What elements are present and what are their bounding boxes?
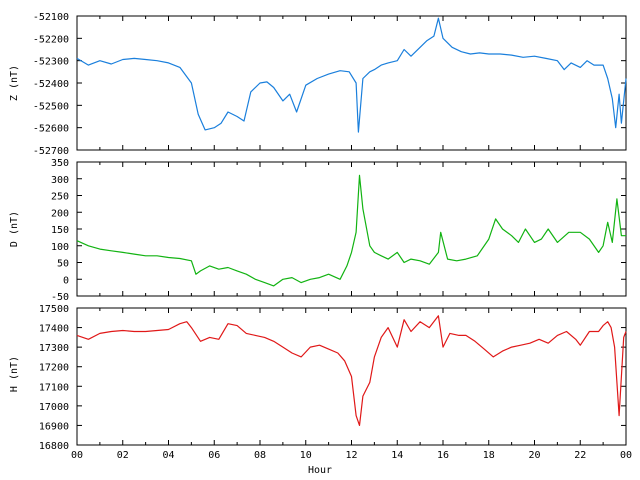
panel-d: D (nT) 350 300 250 200 150 100 50 0 -50 <box>9 158 627 303</box>
x-tick-label: 00 <box>620 450 632 461</box>
y-tick-label-d: 300 <box>51 175 69 186</box>
y-tick-label-z: -52500 <box>33 101 69 112</box>
y-tick-label-z: -52300 <box>33 57 69 68</box>
y-tick-label-d: -50 <box>51 292 69 303</box>
y-tick-label-z: -52700 <box>33 146 69 157</box>
y-tick-label-z: -52200 <box>33 34 69 45</box>
h-axis-title: H (nT) <box>9 356 20 392</box>
x-tick-label: 22 <box>574 450 586 461</box>
x-tick-label: 00 <box>71 450 83 461</box>
x-tick-label: 02 <box>117 450 129 461</box>
d-axis-title: D (nT) <box>9 211 20 247</box>
x-tick-label: 14 <box>391 450 403 461</box>
y-tick-label-h: 17300 <box>39 343 69 354</box>
panel-h: H (nT) 17500 17400 17300 17200 17100 17000 169… <box>9 304 632 461</box>
y-tick-label-z: -52600 <box>33 124 69 135</box>
x-tick-label: 12 <box>345 450 357 461</box>
y-tick-label-h: 17400 <box>39 324 69 335</box>
plot-frame-z <box>76 15 627 151</box>
series-line-z <box>76 17 627 133</box>
y-tick-label-z: -52400 <box>33 79 69 90</box>
plot-frame-d <box>76 161 627 297</box>
y-tick-label-z: -52100 <box>33 12 69 23</box>
x-tick-label: 16 <box>437 450 449 461</box>
y-tick-label-h: 16900 <box>39 421 69 432</box>
y-tick-label-d: 50 <box>57 259 69 270</box>
x-tick-label: 08 <box>254 450 266 461</box>
y-tick-label-h: 17500 <box>39 304 69 315</box>
series-line-d <box>76 174 626 287</box>
y-tick-label-h: 17000 <box>39 402 69 413</box>
y-tick-label-d: 250 <box>51 192 69 203</box>
y-tick-label-h: 17100 <box>39 382 69 393</box>
x-tick-label: 04 <box>162 450 174 461</box>
y-tick-label-d: 100 <box>51 242 69 253</box>
x-axis-title: Hour <box>308 465 332 476</box>
x-tick-label: 20 <box>528 450 540 461</box>
y-tick-label-d: 350 <box>51 158 69 169</box>
series-line-h <box>76 315 627 426</box>
y-tick-label-d: 0 <box>63 275 69 286</box>
z-axis-title: Z (nT) <box>9 65 20 101</box>
x-tick-label: 10 <box>300 450 312 461</box>
x-tick-label: 06 <box>208 450 220 461</box>
y-tick-label-d: 150 <box>51 225 69 236</box>
y-tick-label-d: 200 <box>51 208 69 219</box>
y-tick-label-h: 16800 <box>39 441 69 452</box>
y-tick-label-h: 17200 <box>39 363 69 374</box>
x-tick-label: 18 <box>483 450 495 461</box>
panel-z: Z (nT) -52100 -52200 -52300 -52400 -52500 -52… <box>9 12 627 157</box>
